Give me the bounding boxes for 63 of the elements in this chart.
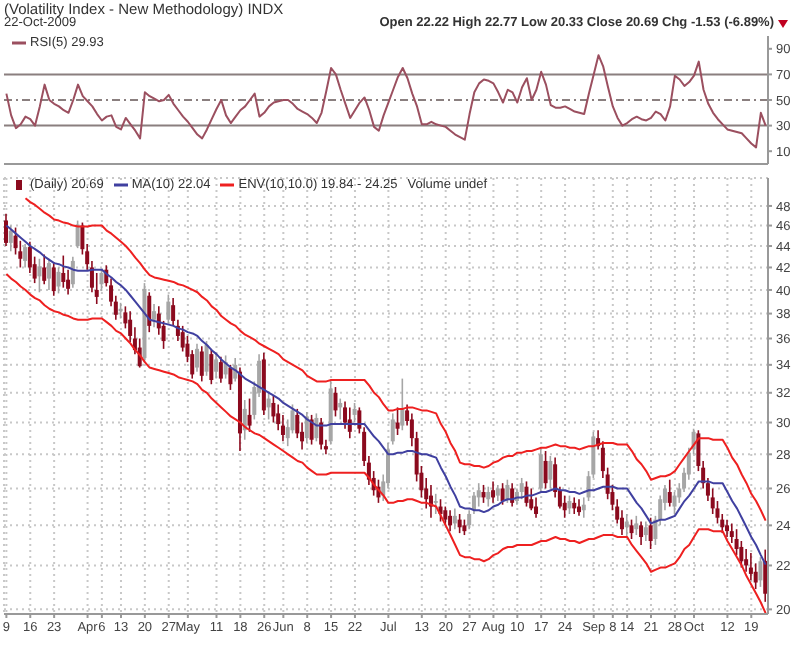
candlestick (476, 482, 481, 508)
candlestick (4, 212, 8, 247)
candlestick (629, 518, 634, 540)
candlestick (744, 548, 749, 573)
candlestick (99, 268, 104, 292)
candlestick (510, 482, 515, 508)
candlestick (333, 386, 338, 418)
candlestick (529, 487, 534, 512)
candlestick (195, 342, 199, 373)
candlestick (8, 224, 13, 253)
candlestick (199, 345, 204, 383)
candlestick (61, 254, 66, 289)
candlestick (763, 548, 768, 603)
candlestick (634, 515, 639, 536)
candlestick (548, 455, 553, 490)
candlestick (562, 494, 567, 519)
candlestick (343, 400, 348, 430)
candlestick (639, 520, 644, 546)
candlestick (228, 364, 233, 391)
candlestick (70, 255, 75, 289)
candlestick (214, 352, 219, 380)
candlestick (23, 243, 28, 269)
candlestick (266, 390, 271, 421)
candlestick (218, 355, 223, 384)
candlestick (505, 478, 510, 504)
candlestick (46, 257, 51, 291)
line-series (5, 54, 767, 149)
candlestick (457, 513, 462, 534)
candlestick (748, 552, 753, 582)
candlestick (56, 266, 61, 295)
candlestick (433, 493, 438, 515)
candlestick (534, 496, 539, 519)
candlestick (667, 478, 672, 508)
candlestick (672, 491, 677, 515)
candlestick (395, 406, 400, 436)
candlestick (643, 520, 648, 542)
candlestick (543, 450, 548, 490)
candlestick (37, 257, 42, 294)
candlestick (309, 414, 314, 446)
candlestick (538, 446, 543, 493)
line-series (24, 197, 767, 522)
candlestick (486, 485, 491, 508)
candlestick (247, 397, 252, 433)
candlestick (347, 406, 352, 439)
candlestick (400, 377, 405, 432)
candlestick (204, 340, 209, 377)
candlestick (648, 516, 653, 550)
candlestick (152, 303, 157, 328)
candlestick (500, 482, 505, 506)
candlestick (572, 496, 577, 515)
candlestick (448, 509, 453, 532)
candlestick (519, 477, 524, 501)
candlestick (452, 507, 457, 531)
candlestick (491, 480, 496, 504)
candlestick (352, 402, 357, 424)
candlestick (758, 556, 763, 588)
candlestick (42, 253, 47, 286)
candlestick (166, 293, 171, 325)
candlestick (209, 348, 214, 386)
candlestick (271, 394, 276, 424)
candlestick (51, 261, 56, 297)
candlestick (319, 417, 324, 451)
candlestick (567, 494, 572, 515)
